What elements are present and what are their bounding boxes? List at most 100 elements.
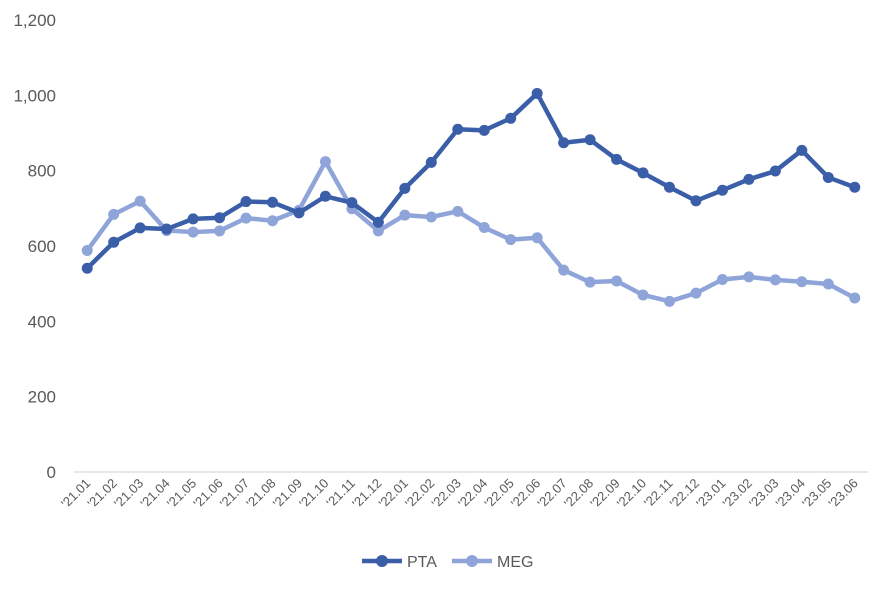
legend-swatch-marker [466,555,478,567]
legend-label: PTA [407,554,437,571]
x-tick-label: '23.05 [799,476,834,511]
data-point-pta [478,124,490,136]
data-point-pta [822,171,834,183]
data-point-pta [319,190,331,202]
x-tick-label: '22.09 [587,476,622,511]
x-tick-label: '22.06 [508,476,543,511]
x-axis: '21.01'21.02'21.03'21.04'21.05'21.06'21.… [58,471,868,511]
x-tick-label: '22.03 [429,476,464,511]
data-point-meg [531,232,543,244]
y-axis: 0 200 400 600 800 1,000 1,200 [13,11,56,482]
x-tick-label: '22.10 [614,476,649,511]
data-point-meg [319,156,331,168]
data-point-meg [716,274,728,286]
x-tick-label: '21.01 [58,476,93,511]
x-tick-label: '23.04 [773,476,808,511]
series-line-pta [84,91,858,271]
data-point-meg [452,205,464,217]
x-tick-label: '22.05 [481,476,516,511]
y-tick-label: 1,200 [13,11,56,30]
x-tick-label: '23.01 [693,476,728,511]
data-point-pta [214,212,226,224]
y-tick-label: 200 [28,388,56,407]
data-point-meg [690,287,702,299]
data-point-pta [743,173,755,185]
data-point-meg [81,245,93,257]
x-tick-label: '23.03 [746,476,781,511]
y-tick-label: 1,000 [13,86,56,105]
data-point-pta [240,196,252,208]
data-point-pta [611,153,623,165]
legend-item-meg: MEG [452,554,533,571]
legend-label: MEG [497,554,533,571]
data-point-pta [505,112,517,124]
x-tick-label: '21.06 [190,476,225,511]
data-point-meg [214,225,226,237]
data-point-pta [558,137,570,149]
data-point-pta [531,87,543,99]
data-point-pta [108,236,120,248]
y-tick-label: 800 [28,162,56,181]
x-tick-label: '23.06 [826,476,861,511]
x-tick-label: '21.02 [84,476,119,511]
data-point-meg [372,225,384,237]
x-tick-label: '22.04 [455,476,490,511]
x-tick-label: '21.08 [243,476,278,511]
data-point-pta [796,144,808,156]
data-point-pta [134,222,146,234]
data-point-meg [505,234,517,246]
x-tick-label: '21.03 [111,476,146,511]
data-point-pta [81,262,93,274]
x-tick-label: '22.02 [402,476,437,511]
legend-item-pta: PTA [362,554,437,571]
data-point-meg [769,274,781,286]
data-point-pta [187,213,199,225]
x-tick-label: '22.01 [376,476,411,511]
legend: PTA MEG [362,554,533,571]
data-point-meg [134,195,146,207]
x-tick-label: '21.09 [270,476,305,511]
data-point-pta [664,181,675,193]
data-point-pta [425,156,437,168]
x-tick-label: '21.12 [349,476,384,511]
x-tick-label: '22.12 [667,476,702,511]
legend-swatch-marker [376,555,388,567]
data-point-meg [664,295,675,307]
data-point-meg [558,264,570,276]
data-point-meg [849,292,861,304]
data-point-meg [187,226,199,238]
data-point-meg [584,276,596,288]
data-point-pta [584,134,596,146]
data-point-pta [161,223,173,235]
data-point-pta [372,216,384,228]
y-tick-label: 600 [28,237,56,256]
data-point-meg [743,271,755,283]
x-tick-label: '22.08 [561,476,596,511]
data-point-meg [108,208,120,220]
data-point-pta [849,181,861,193]
x-tick-label: '21.05 [164,476,199,511]
x-tick-label: '23.02 [720,476,755,511]
data-point-pta [769,165,781,177]
data-point-meg [611,275,623,287]
data-point-pta [346,197,358,209]
data-point-meg [267,215,278,227]
x-tick-label: '22.07 [534,476,569,511]
data-point-pta [399,182,411,194]
data-point-pta [267,196,278,208]
x-tick-label: '21.10 [296,476,331,511]
data-point-pta [452,123,464,135]
data-point-pta [637,167,649,179]
series-layer [81,87,861,307]
data-point-pta [293,207,305,219]
data-point-meg [478,222,490,234]
data-point-pta [716,184,728,196]
data-point-meg [425,211,437,223]
data-point-meg [399,209,411,221]
y-tick-label: 0 [47,463,56,482]
x-tick-label: '21.07 [217,476,252,511]
data-point-meg [796,276,808,288]
data-point-pta [690,195,702,207]
